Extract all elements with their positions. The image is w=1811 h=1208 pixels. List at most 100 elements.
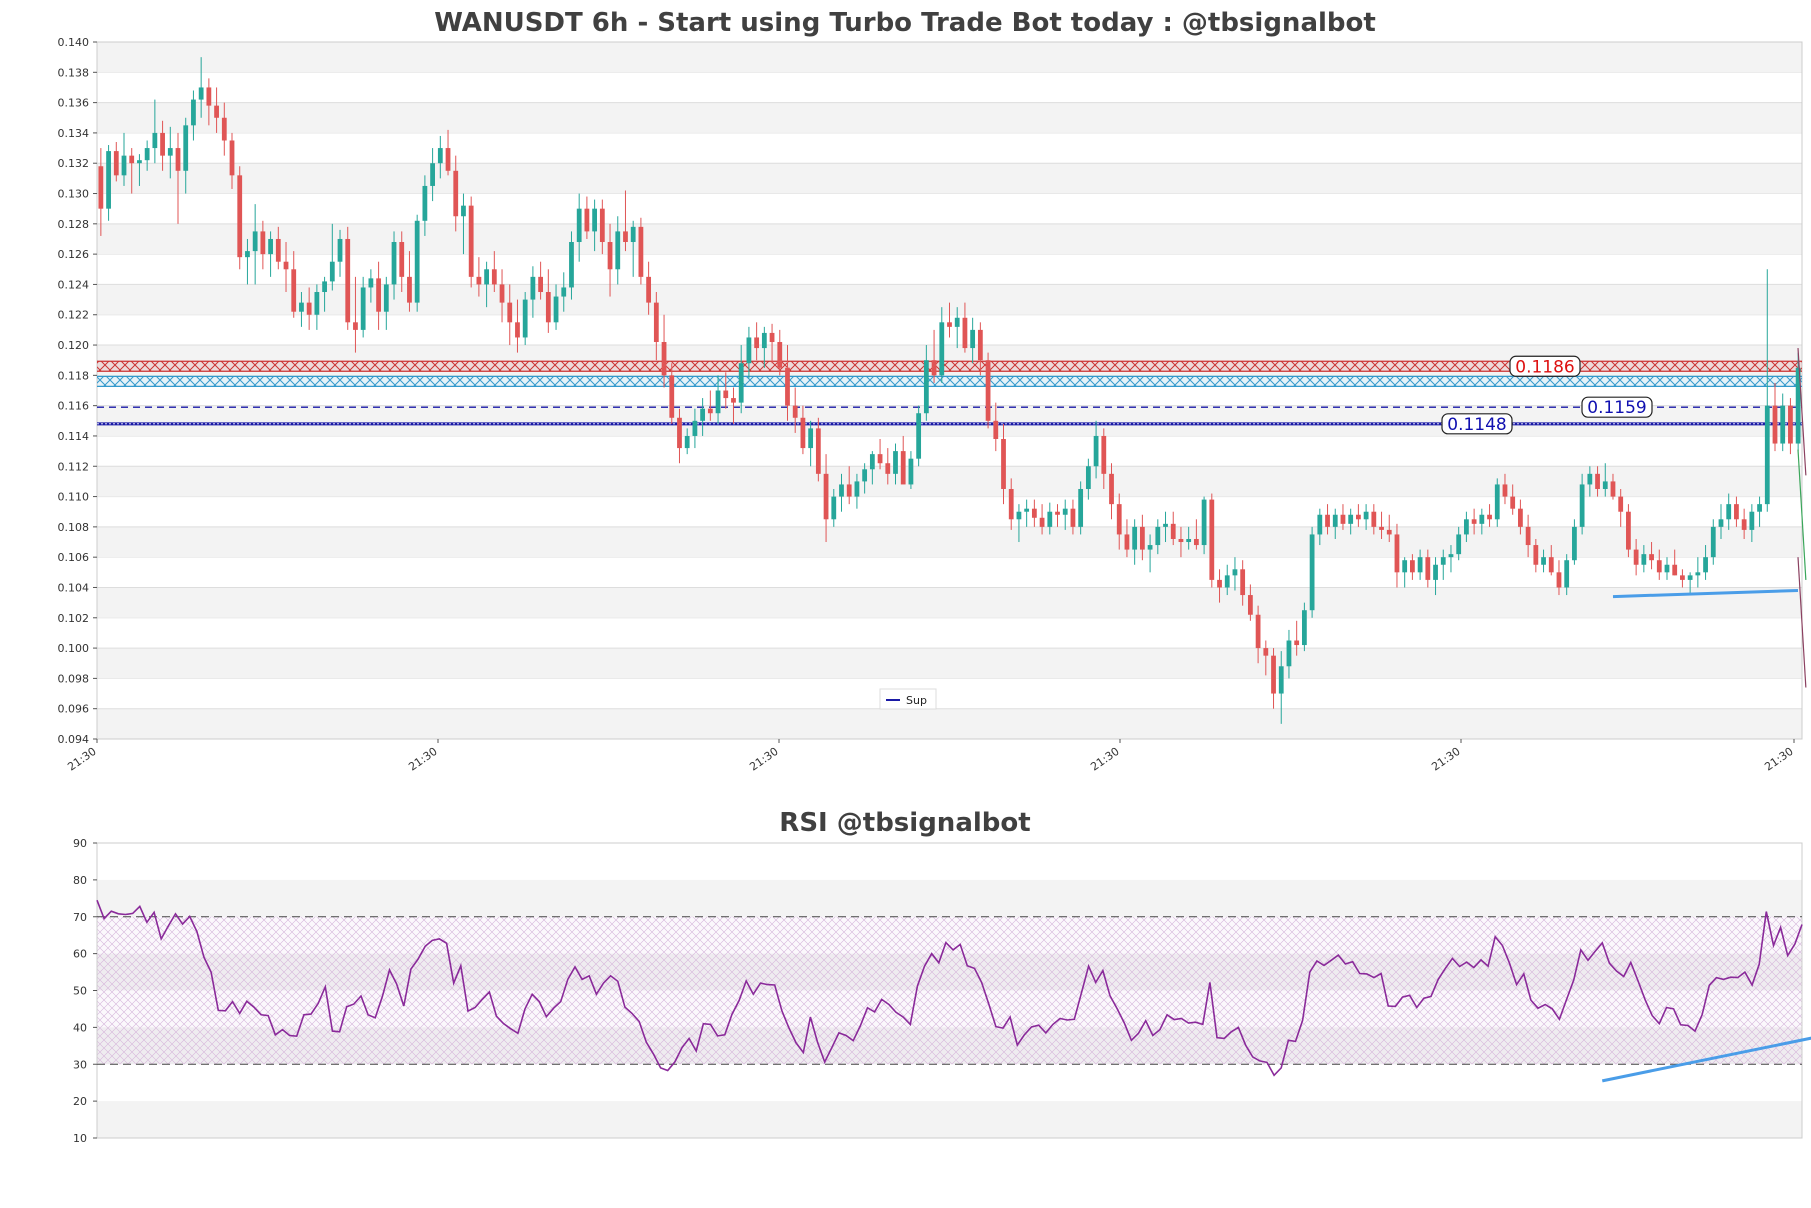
main-x-axis: 21:30 21:30 21:30 21:30 21:30 21:30 <box>65 739 1796 774</box>
candle-body <box>167 148 173 156</box>
rsi-y-tick-label: 70 <box>73 911 87 924</box>
candle-body <box>1764 405 1770 505</box>
rsi-y-tick-label: 30 <box>73 1058 87 1071</box>
rsi-line <box>96 899 1803 1077</box>
candle-body <box>530 276 536 300</box>
candle-body <box>191 99 196 126</box>
candle-body <box>198 87 204 100</box>
candle-body <box>1618 496 1624 512</box>
candle-body <box>1317 514 1323 535</box>
main-y-axis: 0.094 0.096 0.098 0.100 0.102 0.104 0.106 0.108… <box>58 36 97 746</box>
candle-body <box>1325 514 1330 527</box>
main-plot-border <box>96 41 1803 740</box>
candle-body <box>515 322 520 338</box>
candle-body <box>1402 560 1408 573</box>
x-tick-label: 21:30 <box>1762 745 1795 774</box>
candle-body <box>237 175 243 258</box>
candle-body <box>98 166 104 209</box>
candle-body <box>1510 496 1516 509</box>
candle-body <box>1533 545 1539 565</box>
price-band <box>97 102 1802 133</box>
candle-body <box>1487 514 1492 520</box>
candle-body <box>846 484 852 497</box>
candle-body <box>923 360 929 414</box>
candle-body <box>1772 405 1778 444</box>
candle-body <box>1116 504 1122 535</box>
level-band <box>97 361 1802 372</box>
candle-body <box>430 163 435 186</box>
candle-body <box>453 170 459 217</box>
candle-body <box>1078 488 1084 527</box>
candle-body <box>561 287 567 297</box>
candle-body <box>275 238 281 262</box>
candle-body <box>306 302 312 315</box>
candle-body <box>1664 564 1670 573</box>
candle-body <box>1610 481 1616 497</box>
candle-body <box>1217 579 1222 588</box>
candle-body <box>885 463 891 474</box>
candle-body <box>1425 557 1431 580</box>
candle-body <box>839 484 844 497</box>
candle-body <box>1626 511 1631 550</box>
candle-body <box>815 428 821 474</box>
y-tick-label: 0.114 <box>58 430 90 443</box>
candle-body <box>630 226 636 243</box>
candle-body <box>1363 511 1369 520</box>
y-tick-label: 0.108 <box>58 521 90 534</box>
candle-body <box>121 155 127 176</box>
y-tick-label: 0.128 <box>58 218 90 231</box>
candle-body <box>1263 648 1269 656</box>
candle-body <box>1139 526 1145 550</box>
y-tick-label: 0.130 <box>58 188 90 201</box>
candle-body <box>106 151 111 209</box>
rsi-support-trendline <box>1601 1036 1811 1083</box>
candle-body <box>1294 640 1300 646</box>
candle-body <box>592 208 598 232</box>
y-tick-label: 0.102 <box>58 612 90 625</box>
candle-body <box>1386 529 1392 535</box>
candle-body <box>1124 534 1130 550</box>
candle-body <box>1332 514 1338 527</box>
price-band <box>97 587 1802 618</box>
x-tick-label: 21:30 <box>406 745 439 774</box>
candle-body <box>746 337 752 364</box>
candle-body <box>1193 538 1199 546</box>
candle-body <box>468 205 474 277</box>
candle-body <box>1247 595 1253 615</box>
candle-body <box>869 454 875 470</box>
candle-body <box>1556 572 1562 588</box>
candle-body <box>1734 504 1739 520</box>
candle-body <box>1741 519 1747 530</box>
candle-body <box>1757 504 1762 512</box>
candle-body <box>677 417 682 449</box>
y-tick-label: 0.122 <box>58 309 90 322</box>
candle-body <box>329 261 335 282</box>
candle-body <box>1348 514 1354 524</box>
rsi-y-tick-label: 40 <box>73 1021 87 1034</box>
candle-body <box>1726 504 1732 520</box>
level-label-box <box>1581 396 1653 418</box>
candle-body <box>1494 484 1500 520</box>
y-tick-label: 0.106 <box>58 551 90 564</box>
candle-body <box>931 360 937 376</box>
candle-body <box>221 117 227 141</box>
candle-body <box>1502 484 1508 497</box>
candle-body <box>160 132 165 156</box>
candle-body <box>1379 526 1384 530</box>
candle-body <box>175 148 181 171</box>
candle-body <box>1572 526 1577 561</box>
x-tick-label: 21:30 <box>747 745 780 774</box>
candle-body <box>1687 575 1693 580</box>
candle-body <box>684 435 690 449</box>
candle-body <box>1240 569 1246 596</box>
candle-body <box>1170 523 1176 539</box>
candle-body <box>1286 640 1292 667</box>
candle-body <box>777 342 783 368</box>
candle-body <box>1016 511 1022 520</box>
candle-body <box>569 242 574 288</box>
candle-body <box>383 284 389 312</box>
trendline-upper <box>1797 348 1807 476</box>
candle-body <box>1548 557 1554 573</box>
candle-body <box>399 242 405 277</box>
candle-body <box>862 469 868 482</box>
